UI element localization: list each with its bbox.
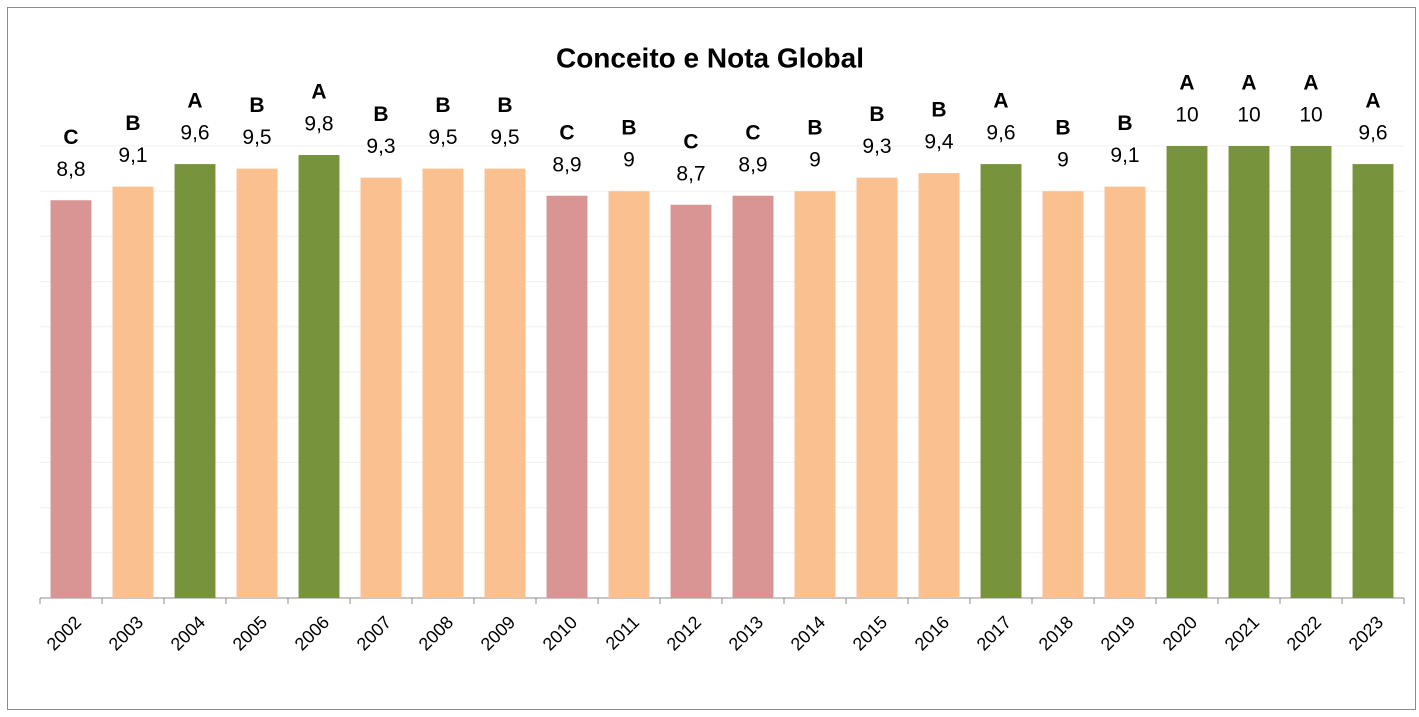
grade-label: A [1241,72,1256,95]
grade-label: B [435,94,450,117]
bar [980,164,1022,598]
value-label: 9,5 [428,126,457,149]
grade-label: B [931,99,946,122]
value-label: 9,5 [242,126,271,149]
bar [546,195,588,598]
bar [174,164,216,598]
grade-label: A [1179,72,1194,95]
bar [298,155,340,599]
value-label: 9,8 [304,113,333,136]
grade-label: B [373,103,388,126]
value-label: 9,3 [366,135,395,158]
grade-label: B [807,117,822,140]
value-label: 10 [1175,104,1198,127]
value-label: 8,8 [56,158,85,181]
bar [360,177,402,598]
grade-label: C [63,126,78,149]
bar [1166,146,1208,598]
bar [1042,191,1084,598]
bar [1228,146,1270,598]
grade-label: C [683,130,698,153]
bar [236,168,278,598]
value-label: 10 [1237,104,1260,127]
value-label: 9,3 [862,135,891,158]
value-label: 9,4 [924,131,954,154]
grade-label: B [249,94,264,117]
grade-label: C [559,121,574,144]
bar [732,195,774,598]
value-label: 8,7 [676,162,705,185]
value-label: 9,1 [118,144,147,167]
grade-label: B [1117,112,1132,135]
grade-label: B [497,94,512,117]
bar [50,200,92,599]
value-label: 8,9 [552,153,581,176]
grade-label: B [1055,117,1070,140]
bar [484,168,526,598]
value-label: 9,6 [180,122,209,145]
value-label: 9,6 [986,122,1015,145]
value-label: 9 [809,149,821,172]
value-label: 9 [1057,149,1069,172]
grade-label: A [311,81,326,104]
value-label: 9 [623,149,635,172]
grade-label: B [869,103,884,126]
bar [1352,164,1394,598]
grade-label: A [1303,72,1318,95]
grade-label: C [745,121,760,144]
bar [918,173,960,598]
bar [112,186,154,598]
chart-title: Conceito e Nota Global [556,42,864,73]
value-label: 9,1 [1110,144,1139,167]
grade-label: B [125,112,140,135]
bar [1104,186,1146,598]
bar [608,191,650,598]
bar [856,177,898,598]
grade-label: A [1365,90,1380,113]
grade-label: B [621,117,636,140]
grade-label: A [187,90,202,113]
bar [670,204,712,598]
grade-label: A [993,90,1008,113]
value-label: 9,6 [1358,122,1387,145]
bar [1290,146,1332,598]
value-label: 8,9 [738,153,767,176]
value-label: 10 [1299,104,1322,127]
value-label: 9,5 [490,126,519,149]
bar [794,191,836,598]
bar [422,168,464,598]
